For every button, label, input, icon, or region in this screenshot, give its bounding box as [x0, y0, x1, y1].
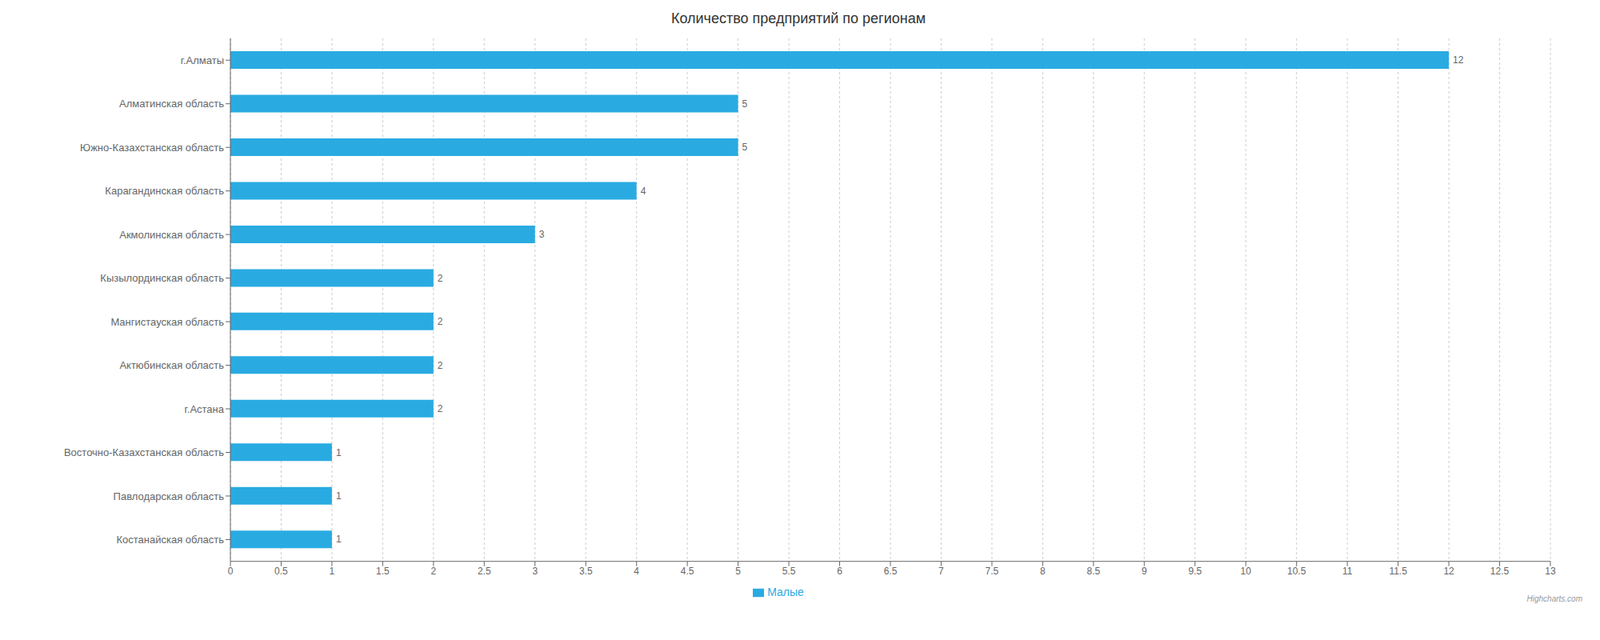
svg-text:2: 2	[437, 403, 444, 415]
svg-text:1: 1	[329, 565, 336, 577]
svg-text:Акмолинская область: Акмолинская область	[119, 228, 224, 241]
svg-text:2: 2	[437, 360, 444, 372]
svg-text:1.5: 1.5	[376, 565, 390, 577]
svg-text:Кызылординская область: Кызылординская область	[100, 272, 224, 284]
svg-text:2: 2	[437, 316, 444, 328]
svg-text:13: 13	[1544, 565, 1556, 577]
svg-text:12: 12	[1452, 54, 1464, 66]
svg-text:7.5: 7.5	[985, 565, 1000, 577]
svg-text:Костанайская область: Костанайская область	[116, 533, 224, 546]
svg-text:2.5: 2.5	[477, 565, 492, 577]
svg-text:9: 9	[1141, 565, 1148, 577]
svg-text:1: 1	[336, 447, 342, 459]
svg-text:Восточно-Казахстанская область: Восточно-Казахстанская область	[64, 446, 224, 459]
svg-text:4: 4	[633, 565, 640, 577]
svg-text:Южно-Казахстанская область: Южно-Казахстанская область	[80, 141, 224, 154]
svg-text:12: 12	[1443, 565, 1455, 577]
svg-text:5.5: 5.5	[782, 565, 796, 577]
svg-text:8: 8	[1040, 565, 1046, 577]
svg-text:11: 11	[1342, 565, 1353, 577]
svg-text:2: 2	[431, 565, 437, 577]
svg-text:Мангистауская область: Мангистауская область	[110, 316, 224, 328]
svg-text:1: 1	[336, 490, 342, 502]
svg-text:12.5: 12.5	[1490, 565, 1510, 577]
html-text:Количество предприятий по реги: Количество предприятий по регионам	[671, 10, 926, 27]
html-text:Highcharts.com: Highcharts.com	[1526, 594, 1583, 604]
svg-text:Актюбинская область: Актюбинская область	[119, 359, 224, 372]
svg-text:0.5: 0.5	[274, 565, 288, 577]
svg-text:Алматинская область: Алматинская область	[119, 97, 224, 110]
svg-text:8.5: 8.5	[1087, 565, 1101, 577]
svg-text:Карагандинская область: Карагандинская область	[104, 184, 224, 197]
svg-text:11.5: 11.5	[1388, 565, 1408, 577]
svg-text:1: 1	[336, 533, 342, 545]
svg-text:Павлодарская область: Павлодарская область	[113, 490, 225, 503]
svg-text:6.5: 6.5	[884, 565, 898, 577]
svg-text:5: 5	[742, 141, 748, 153]
svg-text:7: 7	[938, 565, 944, 577]
svg-text:3: 3	[532, 565, 538, 577]
svg-text:3: 3	[539, 228, 545, 240]
svg-text:5: 5	[735, 565, 741, 577]
svg-text:г.Астана: г.Астана	[184, 403, 225, 416]
svg-text:10.5: 10.5	[1287, 565, 1307, 577]
svg-text:6: 6	[836, 565, 843, 577]
svg-text:5: 5	[742, 98, 748, 110]
svg-text:4.5: 4.5	[680, 565, 695, 577]
svg-text:0: 0	[228, 565, 234, 577]
html-text:Малые: Малые	[767, 585, 804, 599]
svg-text:3.5: 3.5	[579, 565, 593, 577]
svg-text:г.Алматы: г.Алматы	[180, 54, 224, 67]
svg-text:2: 2	[437, 272, 444, 284]
svg-text:9.5: 9.5	[1188, 565, 1202, 577]
svg-text:4: 4	[640, 185, 647, 197]
svg-text:10: 10	[1240, 565, 1252, 577]
